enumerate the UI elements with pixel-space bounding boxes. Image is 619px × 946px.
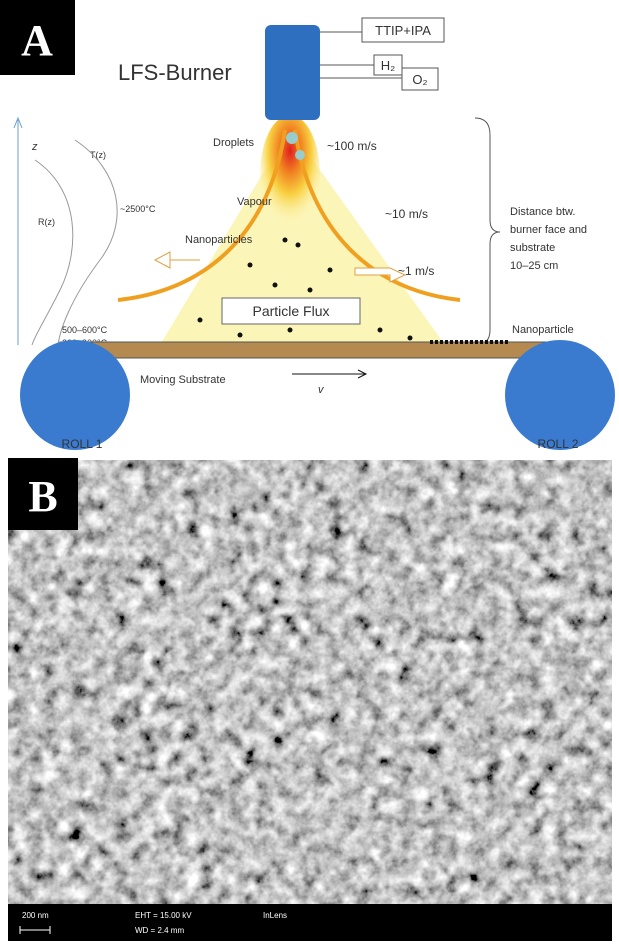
annotation: Nanoparticle [512,324,574,336]
sem-image [8,460,612,906]
annotation: 10–25 cm [510,260,558,272]
annotation: Moving Substrate [140,374,226,386]
distance-text: Distance btw. burner face and substrate … [510,206,587,272]
figure: A LFS-Burner TTIP+IPA H₂ O₂ Droplets ~10… [0,0,619,941]
brace [475,118,500,345]
substrate [60,342,560,358]
scale-label: 200 nm [22,911,49,920]
roll-label: ROLL 2 [538,437,579,451]
annotation: ~100 m/s [327,139,377,153]
droplet [295,150,305,160]
feed-label: O₂ [412,72,427,87]
annotation: 500–600°C [62,325,108,335]
info-text: EHT = 15.00 kV [135,911,192,920]
annotation: Droplets [213,137,254,149]
axis-label: T(z) [90,150,106,160]
annotation: v [318,384,325,396]
panel-label: A [21,16,53,65]
info-bar [8,904,612,941]
arrow [155,252,200,268]
annotation: Nanoparticles [185,234,253,246]
roll-label: ROLL 1 [62,437,103,451]
feed-label: H₂ [381,58,395,73]
axis-label: R(z) [38,217,55,227]
panel-label: B [28,472,57,521]
annotation: Vapour [237,196,272,208]
info-text: WD = 2.4 mm [135,926,184,935]
feed-label: TTIP+IPA [375,23,431,38]
info-text: InLens [263,911,287,920]
annotation: ~2500°C [120,204,156,214]
panel-b: B 200 nm EHT = 15.00 kV WD = 2.4 mm InLe… [8,458,612,941]
velocity-arrow [292,370,366,378]
z-axis [14,118,22,345]
title: LFS-Burner [118,60,232,85]
annotation: ~10 m/s [385,207,428,221]
droplet [286,132,298,144]
curve [58,140,117,345]
panel-a: A LFS-Burner TTIP+IPA H₂ O₂ Droplets ~10… [0,0,615,451]
annotation: burner face and [510,224,587,236]
roll [505,340,615,450]
annotation: substrate [510,242,555,254]
axis-label: z [31,141,38,153]
annotation: Distance btw. [510,206,575,218]
roll [20,340,130,450]
annotation: Particle Flux [252,303,329,319]
burner [265,25,320,120]
